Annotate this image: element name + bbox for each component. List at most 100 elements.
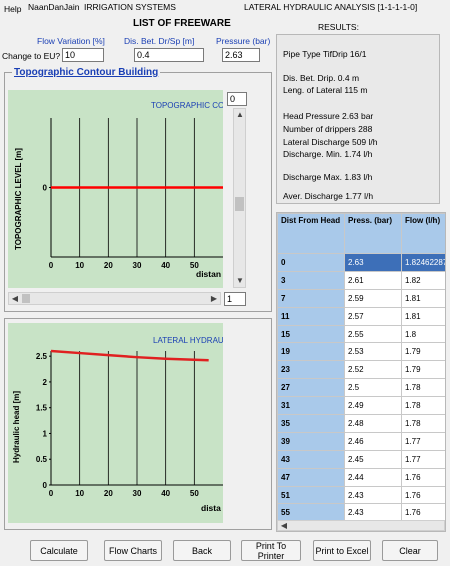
table-row[interactable]: 47 2.44 1.76 — [277, 467, 445, 487]
row-header-cell[interactable]: 39 — [277, 431, 345, 451]
print-to-excel-button[interactable]: Print to Excel — [313, 540, 371, 561]
table-row[interactable]: 35 2.48 1.78 — [277, 414, 445, 433]
scroll-left-icon[interactable]: ◀ — [11, 294, 19, 303]
table-cell[interactable]: 2.5 — [344, 378, 402, 398]
table-cell[interactable]: 2.43 — [344, 503, 402, 523]
table-scroll-left-icon[interactable]: ◀ — [280, 521, 288, 530]
table-cell[interactable]: 2.55 — [344, 324, 402, 344]
row-header-cell[interactable]: 47 — [277, 467, 345, 487]
col-header-flow[interactable]: Flow (l/h) — [401, 213, 445, 254]
flow-variation-input[interactable] — [62, 48, 104, 62]
col-header-press[interactable]: Press. (bar) — [344, 213, 402, 254]
topo-spin-top[interactable] — [227, 92, 247, 106]
table-row[interactable]: 55 2.43 1.76 — [277, 503, 445, 523]
result-discharge-min: Discharge. Min. 1.74 l/h — [283, 149, 373, 159]
table-cell[interactable]: 2.45 — [344, 449, 402, 469]
x-tick-label: 0 — [49, 261, 54, 270]
table-row[interactable]: 0 2.63 1.82462287 — [277, 253, 445, 272]
table-cell[interactable]: 2.48 — [344, 414, 402, 433]
row-header-cell[interactable]: 43 — [277, 449, 345, 469]
table-cell[interactable]: 1.76 — [401, 503, 445, 523]
clear-button[interactable]: Clear — [382, 540, 438, 561]
table-row[interactable]: 3 2.61 1.82 — [277, 270, 445, 290]
result-pipe-type: Pipe Type TifDrip 16/1 — [283, 49, 367, 59]
col-header-dist[interactable]: Dist From Head — [277, 213, 345, 254]
table-cell[interactable]: 2.63 — [344, 253, 402, 272]
table-row[interactable]: 27 2.5 1.78 — [277, 378, 445, 398]
table-cell[interactable]: 2.44 — [344, 467, 402, 487]
table-cell[interactable]: 1.76 — [401, 467, 445, 487]
scroll-right-icon[interactable]: ▶ — [210, 294, 218, 303]
row-header-cell[interactable]: 51 — [277, 485, 345, 505]
table-row[interactable]: 43 2.45 1.77 — [277, 449, 445, 469]
table-row[interactable]: 23 2.52 1.79 — [277, 360, 445, 380]
table-cell[interactable]: 1.78 — [401, 414, 445, 433]
y-tick-label: 0 — [43, 481, 48, 490]
row-header-cell[interactable]: 15 — [277, 324, 345, 344]
scroll-down-icon[interactable]: ▼ — [236, 276, 244, 285]
table-cell[interactable]: 2.43 — [344, 485, 402, 505]
table-cell[interactable]: 1.76 — [401, 485, 445, 505]
table-row[interactable]: 31 2.49 1.78 — [277, 396, 445, 416]
topo-spin-bottom[interactable] — [224, 292, 246, 306]
table-cell[interactable]: 1.81 — [401, 288, 445, 308]
topo-vscroll[interactable]: ▲ ▼ — [233, 108, 246, 288]
table-cell[interactable]: 2.59 — [344, 288, 402, 308]
help-menu[interactable]: Help — [4, 4, 22, 14]
topo-hscroll[interactable]: ◀ ▶ — [8, 292, 221, 305]
table-row[interactable]: 39 2.46 1.77 — [277, 431, 445, 451]
topo-hscroll-thumb[interactable] — [22, 294, 30, 303]
table-cell[interactable]: 2.61 — [344, 270, 402, 290]
row-header-cell[interactable]: 31 — [277, 396, 345, 416]
hyd-chart-title: LATERAL HYDRAULI — [153, 336, 223, 345]
flow-charts-button[interactable]: Flow Charts — [104, 540, 162, 561]
y-tick-label: 1.5 — [36, 404, 48, 413]
pressure-input[interactable] — [222, 48, 260, 62]
x-tick-label: 30 — [133, 261, 142, 270]
row-header-cell[interactable]: 55 — [277, 503, 345, 523]
table-cell[interactable]: 1.79 — [401, 360, 445, 380]
table-cell[interactable]: 1.77 — [401, 431, 445, 451]
table-row[interactable]: 15 2.55 1.8 — [277, 324, 445, 344]
x-tick-label: 30 — [133, 489, 142, 498]
table-cell[interactable]: 2.49 — [344, 396, 402, 416]
dis-bet-input[interactable] — [134, 48, 204, 62]
table-cell[interactable]: 2.52 — [344, 360, 402, 380]
row-header-cell[interactable]: 35 — [277, 414, 345, 433]
topo-vscroll-thumb[interactable] — [235, 197, 244, 211]
table-cell[interactable]: 2.53 — [344, 342, 402, 362]
table-cell[interactable]: 1.8 — [401, 324, 445, 344]
row-header-cell[interactable]: 11 — [277, 306, 345, 326]
x-tick-label: 40 — [161, 489, 170, 498]
calculate-button[interactable]: Calculate — [30, 540, 88, 561]
scroll-up-icon[interactable]: ▲ — [236, 110, 244, 119]
row-header-cell[interactable]: 27 — [277, 378, 345, 398]
row-header-cell[interactable]: 7 — [277, 288, 345, 308]
table-row[interactable]: 51 2.43 1.76 — [277, 485, 445, 505]
table-cell[interactable]: 2.46 — [344, 431, 402, 451]
topo-chart: 0 10 20 30 40 50 0 TOPOGRAPHIC CO distan TOPOG… — [8, 90, 223, 288]
back-button[interactable]: Back — [173, 540, 231, 561]
table-hscroll[interactable]: ◀ — [277, 520, 445, 531]
row-header-cell[interactable]: 23 — [277, 360, 345, 380]
x-tick-label: 50 — [190, 261, 199, 270]
flow-variation-label: Flow Variation [%] — [37, 36, 105, 46]
data-table-container[interactable]: Dist From Head Press. (bar) Flow (l/h) 0… — [276, 212, 446, 532]
table-row[interactable]: 7 2.59 1.81 — [277, 288, 445, 308]
table-cell[interactable]: 1.82462287 — [401, 253, 445, 272]
print-to-printer-button[interactable]: Print To Printer — [241, 540, 301, 561]
row-header-cell[interactable]: 3 — [277, 270, 345, 290]
table-cell[interactable]: 2.57 — [344, 306, 402, 326]
table-row[interactable]: 11 2.57 1.81 — [277, 306, 445, 326]
table-cell[interactable]: 1.78 — [401, 378, 445, 398]
table-cell[interactable]: 1.82 — [401, 270, 445, 290]
table-row[interactable]: 19 2.53 1.79 — [277, 342, 445, 362]
table-cell[interactable]: 1.79 — [401, 342, 445, 362]
row-header-cell[interactable]: 0 — [277, 253, 345, 272]
topo-section-title: Topographic Contour Building — [12, 67, 161, 78]
table-cell[interactable]: 1.78 — [401, 396, 445, 416]
row-header-cell[interactable]: 19 — [277, 342, 345, 362]
table-cell[interactable]: 1.77 — [401, 449, 445, 469]
table-cell[interactable]: 1.81 — [401, 306, 445, 326]
change-eu-label: Change to EU? — [2, 51, 61, 61]
